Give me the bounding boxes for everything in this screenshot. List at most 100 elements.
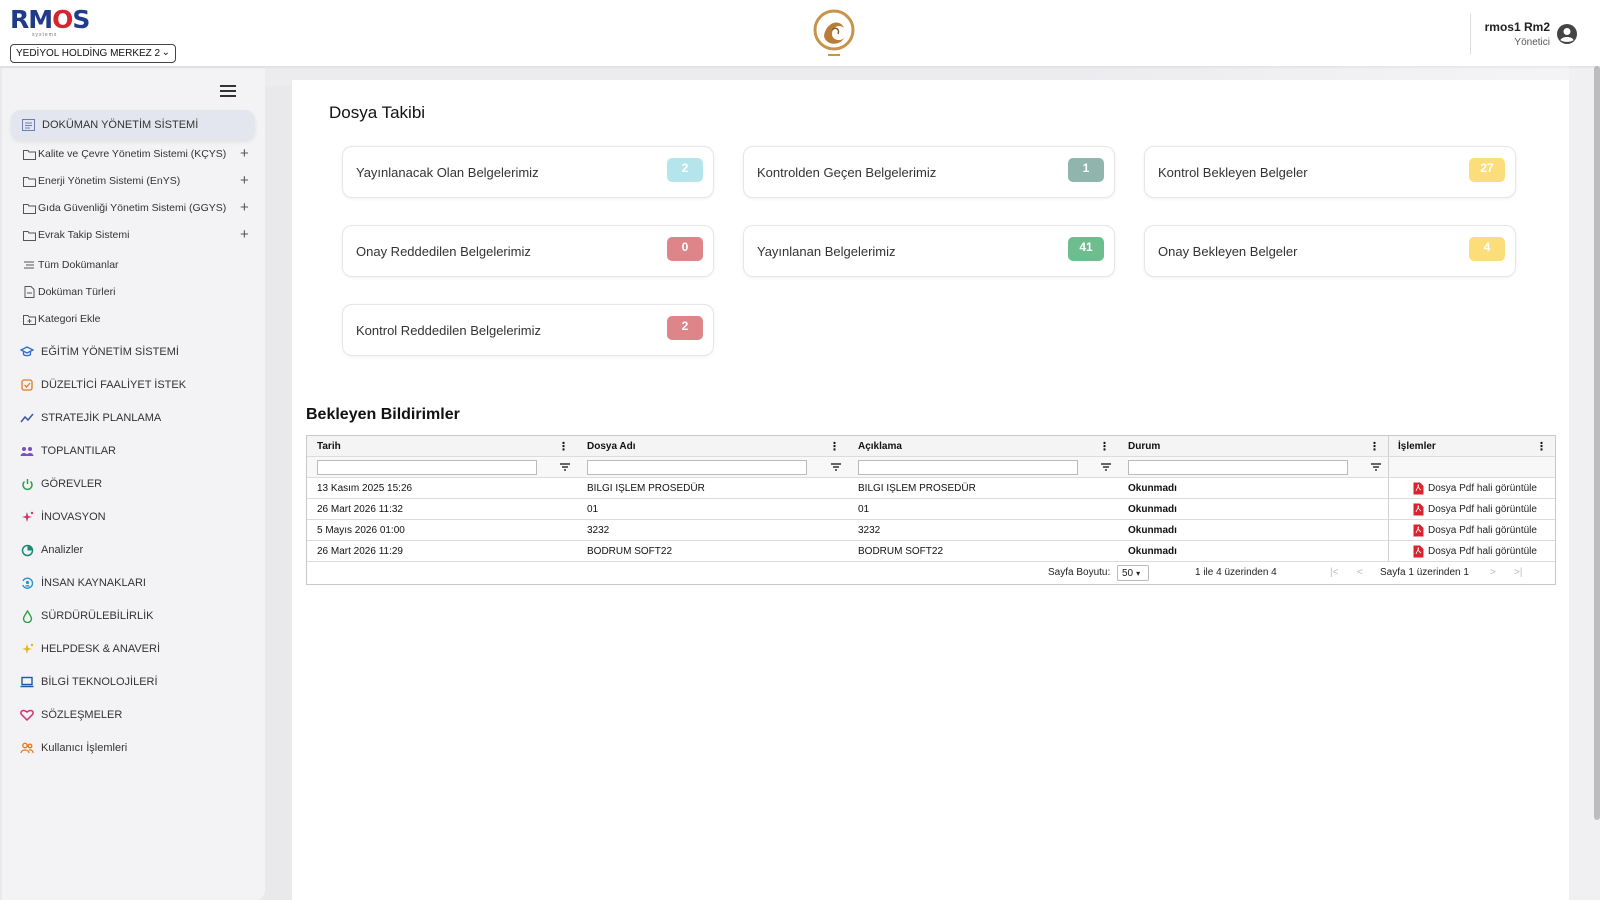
sidebar-item-tum-dokumanlar[interactable]: Tüm Dokümanlar [22,255,119,275]
column-header-islemler[interactable]: İşlemler ⋮ [1398,440,1547,454]
filter-input-tarih[interactable] [317,459,537,475]
table-row[interactable]: 13 Kasım 2025 15:26 BILGI IŞLEM PROSEDÜR… [307,478,1555,499]
table-row[interactable]: 26 Mart 2026 11:32 01 01 Okunmadı Dosya … [307,499,1555,520]
card-onay-reddedilen[interactable]: Onay Reddedilen Belgelerimiz 0 [342,225,714,277]
sidebar-item-evrak[interactable]: Evrak Takip Sistemi [22,225,129,245]
last-page-icon[interactable]: >| [1514,567,1523,578]
sidebar-item-egitim[interactable]: EĞİTİM YÖNETİM SİSTEMİ [20,342,179,362]
sidebar-item-label: EĞİTİM YÖNETİM SİSTEMİ [41,346,179,358]
column-header-tarih[interactable]: Tarih ⋮ [317,440,569,454]
list-icon [22,258,36,272]
table-row[interactable]: 5 Mayıs 2026 01:00 3232 3232 Okunmadı Do… [307,520,1555,541]
sidebar-item-label: BİLGİ TEKNOLOJİLERİ [41,676,158,688]
view-pdf-link[interactable]: Dosya Pdf hali görüntüle [1413,482,1537,495]
pdf-file-icon [1413,524,1424,536]
expand-plus-icon[interactable]: + [240,199,249,216]
card-kontrol-bekleyen[interactable]: Kontrol Bekleyen Belgeler 27 [1144,146,1516,198]
first-page-icon[interactable]: |< [1330,567,1339,578]
sidebar-item-gorevler[interactable]: GÖREVLER [20,474,102,494]
view-pdf-link[interactable]: Dosya Pdf hali görüntüle [1413,524,1537,537]
folder-icon [22,228,36,242]
column-menu-icon[interactable]: ⋮ [829,441,840,453]
sidebar-item-stratejik[interactable]: STRATEJİK PLANLAMA [20,408,161,428]
page-title: Dosya Takibi [329,103,426,122]
filter-icon[interactable] [559,461,571,473]
sidebar-item-label: DÜZELTİCİ FAALİYET İSTEK [41,379,187,391]
sidebar-item-bilgi-teknolojileri[interactable]: BİLGİ TEKNOLOJİLERİ [20,672,158,692]
heart-icon [20,708,34,722]
sidebar-item-inovasyon[interactable]: İNOVASYON [20,507,106,527]
sidebar-item-toplantilar[interactable]: TOPLANTILAR [20,441,116,461]
column-menu-icon[interactable]: ⋮ [1369,441,1380,453]
sidebar-item-label: STRATEJİK PLANLAMA [41,412,162,424]
view-pdf-link[interactable]: Dosya Pdf hali görüntüle [1413,545,1537,558]
card-kontrol-reddedilen[interactable]: Kontrol Reddedilen Belgelerimiz 2 [342,304,714,356]
filter-input-durum[interactable] [1128,459,1348,475]
pdf-file-icon [1413,503,1424,515]
sidebar-item-label: Kalite ve Çevre Yönetim Sistemi (KÇYS) [38,148,227,160]
filter-icon[interactable] [1100,461,1112,473]
sidebar-item-dokuman[interactable]: DOKÜMAN YÖNETİM SİSTEMİ [11,110,255,140]
sidebar-item-label: Doküman Türleri [38,286,116,298]
card-yayinlanan[interactable]: Yayınlanan Belgelerimiz 41 [743,225,1115,277]
refresh-user-icon [20,576,34,590]
filter-icon[interactable] [830,461,842,473]
expand-plus-icon[interactable]: + [240,172,249,189]
sidebar-item-analizler[interactable]: Analizler [20,540,83,560]
sidebar-item-helpdesk[interactable]: HELPDESK & ANAVERİ [20,639,160,659]
card-onay-bekleyen[interactable]: Onay Bekleyen Belgeler 4 [1144,225,1516,277]
company-select[interactable]: YEDİYOL HOLDİNG MERKEZ 2 ⌄ [10,44,176,63]
card-yayinlanacak[interactable]: Yayınlanacak Olan Belgelerimiz 2 [342,146,714,198]
status-cell: Okunmadı [1128,503,1177,515]
top-header: RMOS systems YEDİYOL HOLDİNG MERKEZ 2 ⌄ … [0,0,1600,66]
page-size-label: Sayfa Boyutu: [1048,567,1111,578]
expand-plus-icon[interactable]: + [240,226,249,243]
sidebar-item-kullanici-islemleri[interactable]: Kullanıcı İşlemleri [20,738,127,758]
user-menu[interactable]: rmos1 Rm2 Yönetici [1469,14,1578,54]
sidebar-item-duzeltici[interactable]: DÜZELTİCİ FAALİYET İSTEK [20,375,186,395]
view-pdf-link[interactable]: Dosya Pdf hali görüntüle [1413,503,1537,516]
count-badge: 4 [1469,237,1505,261]
filter-input-dosya-adi[interactable] [587,459,807,475]
user-name: rmos1 Rm2 [1484,20,1550,34]
people-icon [20,741,34,755]
count-badge: 2 [667,316,703,340]
page-scrollbar[interactable] [1594,66,1600,820]
sidebar-item-kcys[interactable]: Kalite ve Çevre Yönetim Sistemi (KÇYS) [22,144,226,164]
page-size-select[interactable]: 50 ▾ [1117,565,1149,581]
sidebar-item-insan-kaynaklari[interactable]: İNSAN KAYNAKLARI [20,573,146,593]
next-page-icon[interactable]: > [1490,567,1496,578]
table-row[interactable]: 26 Mart 2026 11:29 BODRUM SOFT22 BODRUM … [307,541,1555,562]
column-menu-icon[interactable]: ⋮ [1099,441,1110,453]
sparkle-icon [20,510,34,524]
users-icon [20,444,34,458]
hamburger-menu-icon[interactable] [220,85,236,97]
column-header-dosya-adi[interactable]: Dosya Adı ⋮ [587,440,840,454]
sidebar-item-kategori-ekle[interactable]: Kategori Ekle [22,309,100,329]
filter-input-aciklama[interactable] [858,459,1078,475]
filter-icon[interactable] [1370,461,1382,473]
chart-line-icon [20,411,34,425]
prev-page-icon[interactable]: < [1357,567,1363,578]
sidebar-item-label: İNSAN KAYNAKLARI [41,577,146,589]
column-header-durum[interactable]: Durum ⋮ [1128,440,1380,454]
user-avatar-icon[interactable] [1556,23,1578,45]
rmos-logo[interactable]: RMOS systems [10,5,90,38]
sidebar-item-surdurulebilirlik[interactable]: SÜRDÜRÜLEBİLİRLİK [20,606,153,626]
expand-plus-icon[interactable]: + [240,145,249,162]
column-menu-icon[interactable]: ⋮ [558,441,569,453]
column-menu-icon[interactable]: ⋮ [1536,441,1547,453]
page-text: Sayfa 1 üzerinden 1 [1380,567,1469,578]
sidebar-item-dokuman-turleri[interactable]: Doküman Türleri [22,282,115,302]
drop-icon [20,609,34,623]
star-sparkle-icon [20,642,34,656]
card-kontrolden-gecen[interactable]: Kontrolden Geçen Belgelerimiz 1 [743,146,1115,198]
sidebar-item-label: TOPLANTILAR [41,445,116,457]
sidebar-item-ggys[interactable]: Gıda Güvenliği Yönetim Sistemi (GGYS) [22,198,226,218]
main-content: Dosya Takibi Yayınlanacak Olan Belgeleri… [292,80,1569,900]
sidebar-item-label: Gıda Güvenliği Yönetim Sistemi (GGYS) [38,202,227,214]
sidebar-item-sozlesmeler[interactable]: SÖZLEŞMELER [20,705,122,725]
column-header-aciklama[interactable]: Açıklama ⋮ [858,440,1110,454]
pdf-file-icon [1413,545,1424,557]
sidebar-item-enys[interactable]: Enerji Yönetim Sistemi (EnYS) [22,171,180,191]
